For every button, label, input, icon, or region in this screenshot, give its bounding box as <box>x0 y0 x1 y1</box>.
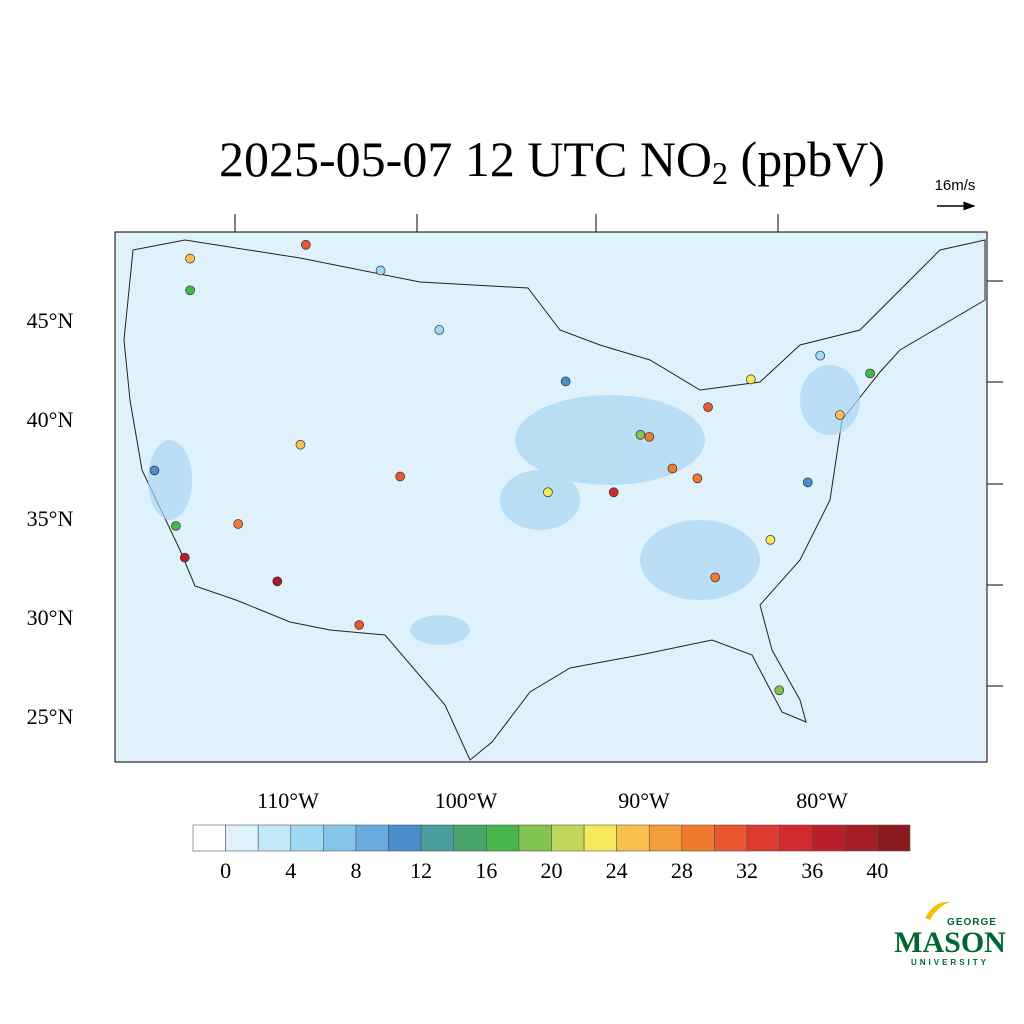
colorbar-tick-label: 12 <box>410 858 432 883</box>
colorbar-tick-label: 32 <box>736 858 758 883</box>
lon-label: 90°W <box>618 788 670 813</box>
lat-label: 45°N <box>27 308 74 333</box>
colorbar-box <box>811 824 846 852</box>
map: 45°N 40°N 35°N 30°N 25°N 110°W 100°W 90°W 80°W <box>27 214 1003 813</box>
colorbar-box <box>453 824 487 852</box>
logo-bottom: UNIVERSITY <box>911 958 989 967</box>
colorbar-tick-label: 4 <box>285 858 296 883</box>
colorbar-tick-label: 28 <box>671 858 693 883</box>
station <box>644 431 655 442</box>
colorbar-tick-label: 0 <box>220 858 231 883</box>
colorbar-box <box>746 824 780 852</box>
station <box>179 552 190 563</box>
logo-main: MASON <box>894 926 1006 959</box>
colorbar-tick-label: 36 <box>801 858 823 883</box>
station <box>692 473 703 484</box>
colorbar-box <box>714 824 748 852</box>
station <box>375 265 386 276</box>
colorbar-box <box>518 824 552 852</box>
colorbar-box <box>648 824 683 852</box>
map-frame <box>114 231 988 763</box>
colorbar-box <box>486 824 520 852</box>
station <box>171 521 181 531</box>
colorbar-tick-label: 20 <box>541 858 563 883</box>
colorbar-box <box>583 824 617 852</box>
lat-label: 35°N <box>27 506 74 531</box>
lon-label: 80°W <box>796 788 848 813</box>
station <box>834 410 845 420</box>
station <box>765 534 776 545</box>
station <box>703 402 713 412</box>
colorbar-box <box>192 824 226 852</box>
station <box>560 376 571 387</box>
title: 2025-05-07 12 UTC NO2 (ppbV) <box>219 131 885 191</box>
colorbar-tick-label: 24 <box>606 858 628 883</box>
colorbar-tick-label: 16 <box>475 858 497 883</box>
lat-label: 25°N <box>27 704 74 729</box>
colorbar: 0 4 8 12 16 20 24 28 32 36 40 <box>192 824 911 883</box>
station <box>745 374 756 385</box>
colorbar-tick-label: 8 <box>350 858 361 883</box>
station <box>802 477 813 488</box>
logo: GEORGE MASON UNIVERSITY <box>894 901 1006 967</box>
colorbar-box <box>323 824 357 852</box>
lat-label: 30°N <box>27 605 74 630</box>
colorbar-box <box>355 824 389 852</box>
station <box>710 572 721 583</box>
colorbar-box <box>290 824 324 852</box>
colorbar-box <box>551 824 585 852</box>
station <box>272 576 283 587</box>
title-text: 2025-05-07 12 UTC NO <box>219 131 712 187</box>
colorbar-box <box>616 824 650 852</box>
no2-field <box>148 365 860 645</box>
station <box>635 429 646 440</box>
colorbar-box <box>844 824 878 852</box>
title-unit: (ppbV) <box>728 131 885 187</box>
station <box>233 519 244 529</box>
station <box>543 487 553 498</box>
station <box>774 685 785 696</box>
colorbar-box <box>681 824 715 852</box>
wind-reference-label: 16m/s <box>935 177 976 194</box>
station <box>608 487 619 498</box>
station <box>667 463 678 474</box>
station <box>395 471 405 482</box>
station <box>149 465 160 476</box>
logo-swoosh <box>925 901 950 920</box>
colorbar-box <box>779 824 813 852</box>
logo-top: GEORGE <box>947 917 997 928</box>
lat-label: 40°N <box>27 407 74 432</box>
station <box>185 253 195 264</box>
colorbar-box <box>225 824 259 852</box>
colorbar-box <box>420 824 455 852</box>
us-outline <box>123 239 986 761</box>
colorbar-tick-label: 40 <box>866 858 888 883</box>
lon-label: 100°W <box>435 788 498 813</box>
station <box>434 325 445 335</box>
station <box>295 439 306 450</box>
station <box>300 239 311 250</box>
colorbar-box <box>388 824 422 852</box>
colorbar-box <box>257 824 292 852</box>
colorbar-box <box>877 824 911 852</box>
lon-label: 110°W <box>257 788 319 813</box>
title-subscript: 2 <box>712 155 728 191</box>
frame-ticks <box>234 214 1003 687</box>
station <box>815 350 826 361</box>
station <box>865 368 875 379</box>
station <box>354 620 365 630</box>
station <box>185 285 195 296</box>
